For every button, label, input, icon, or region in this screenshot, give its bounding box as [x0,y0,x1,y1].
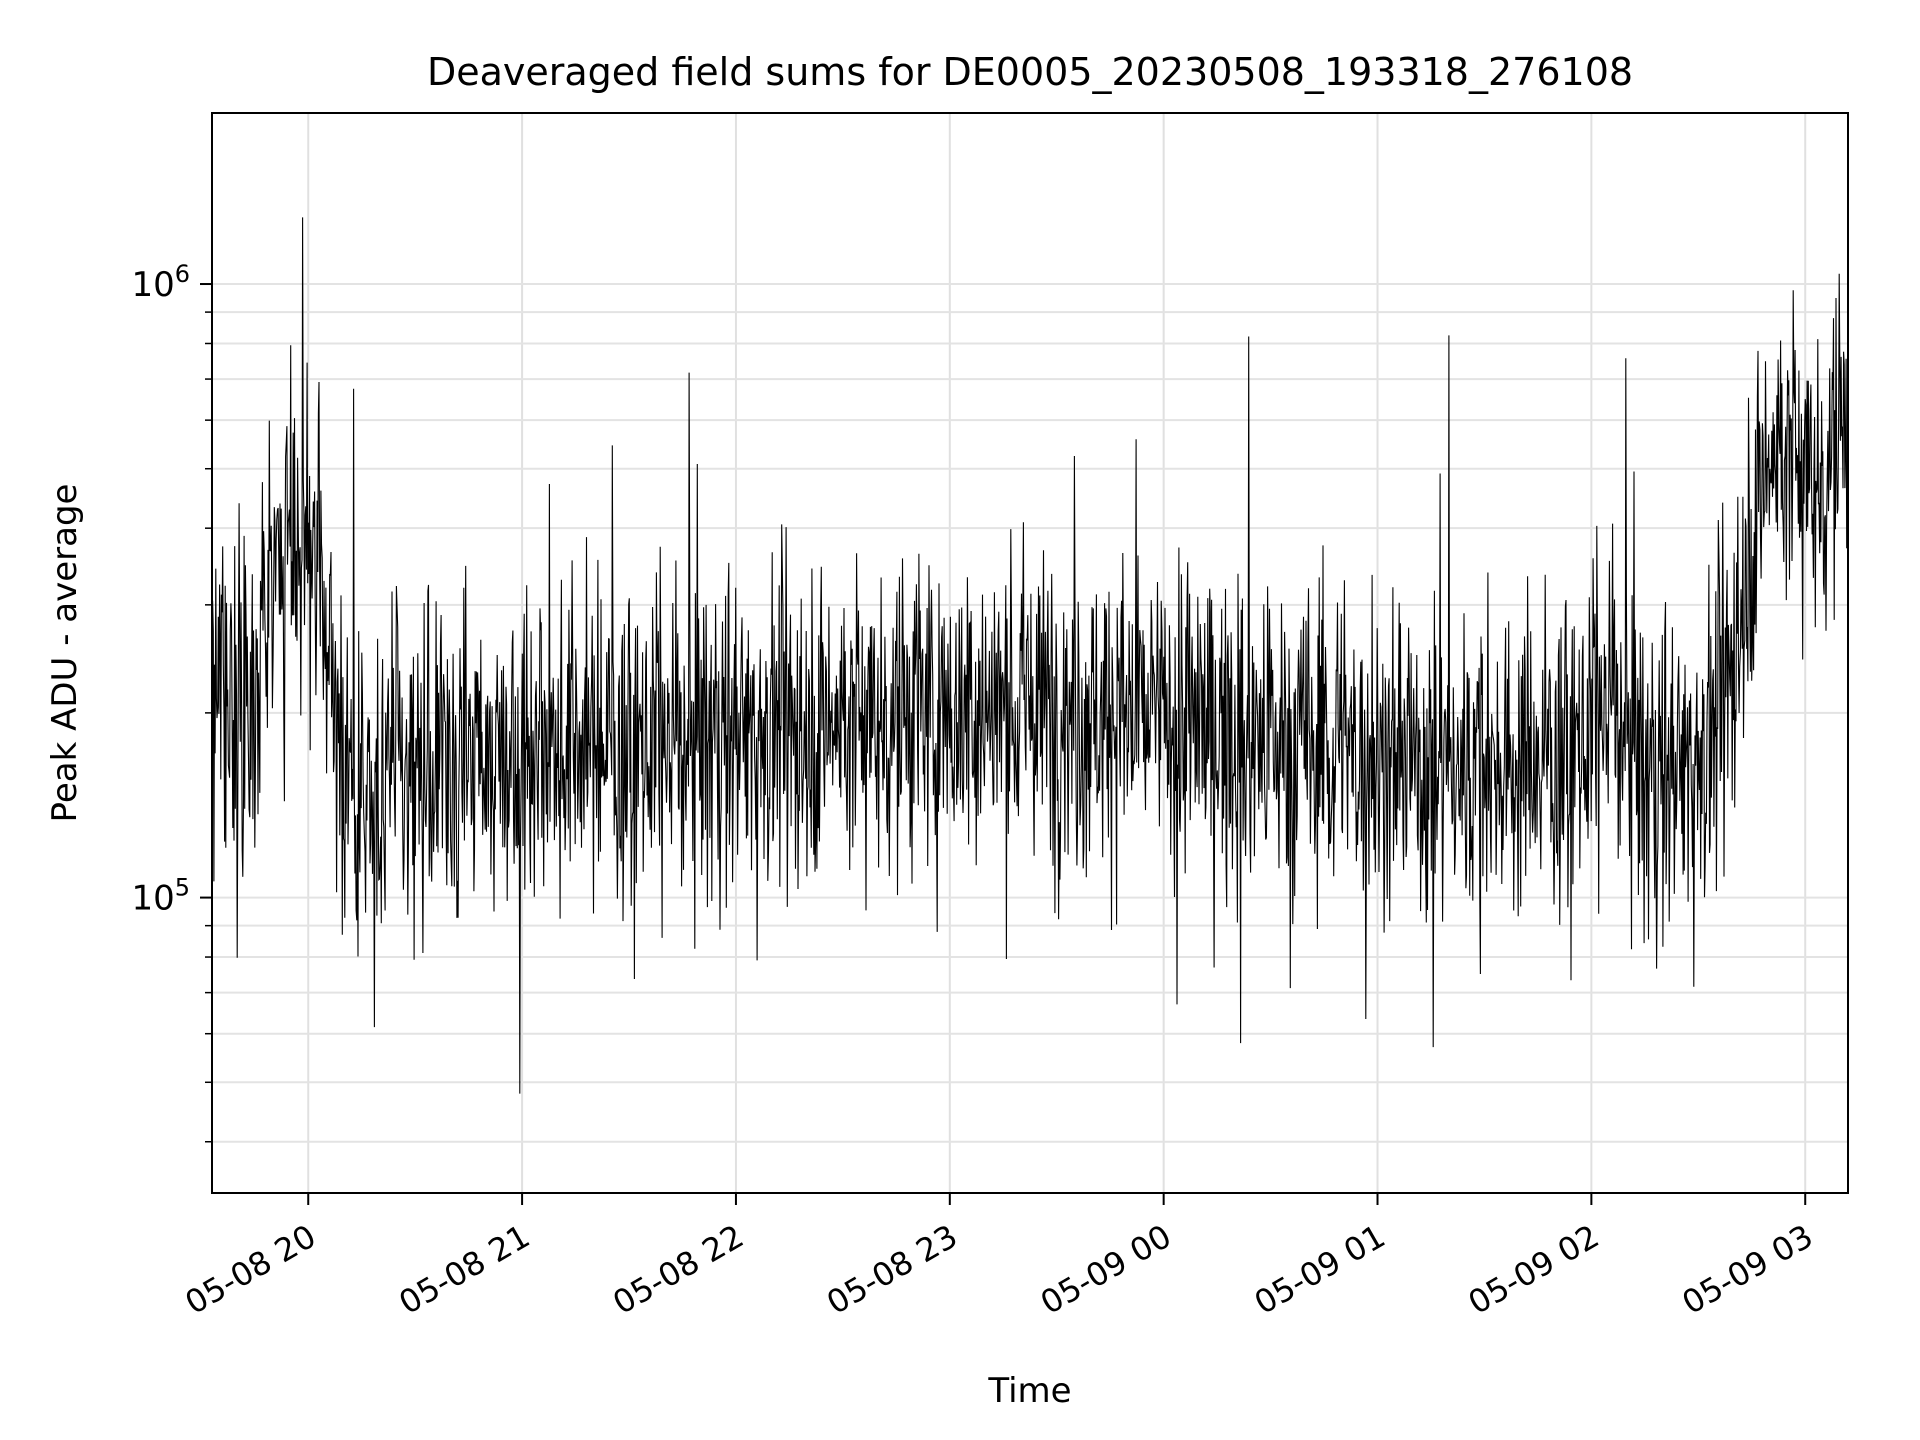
y-tick-label: 105 [131,874,190,919]
grid-lines [212,113,1848,1193]
chart-title: Deaveraged field sums for DE0005_2023050… [427,50,1633,94]
x-axis-label: Time [987,1371,1071,1411]
y-axis: 105 106 [131,260,212,1143]
y-axis-label: Peak ADU - average [45,484,85,823]
plot-frame [211,112,1849,1194]
series-line [211,217,1849,1094]
plot-area [211,217,1849,1094]
y-tick-label: 106 [131,260,190,305]
